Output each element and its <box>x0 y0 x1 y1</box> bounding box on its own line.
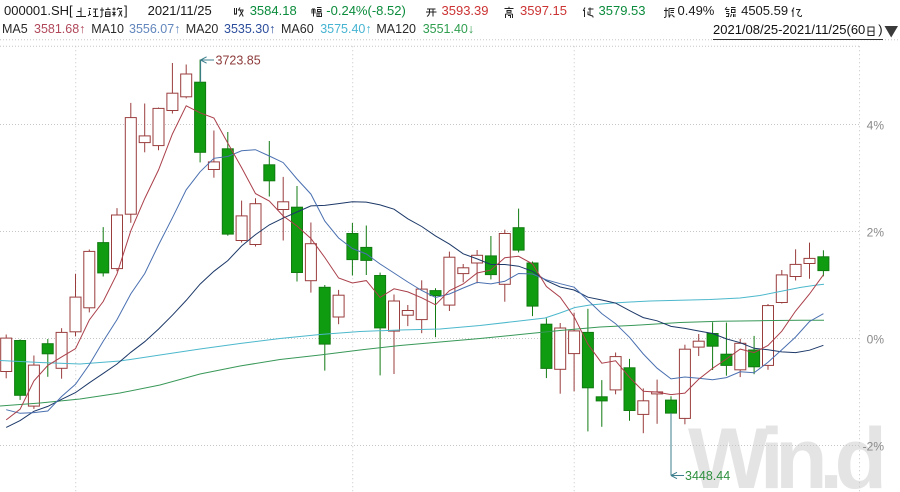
svg-text:4%: 4% <box>867 119 885 133</box>
svg-text:3723.85: 3723.85 <box>216 54 261 68</box>
svg-text:3448.44: 3448.44 <box>685 469 730 483</box>
svg-text:Win.d: Win.d <box>688 411 887 492</box>
svg-text:-2%: -2% <box>863 440 885 454</box>
svg-text:0%: 0% <box>867 333 885 347</box>
svg-text:2%: 2% <box>867 226 885 240</box>
